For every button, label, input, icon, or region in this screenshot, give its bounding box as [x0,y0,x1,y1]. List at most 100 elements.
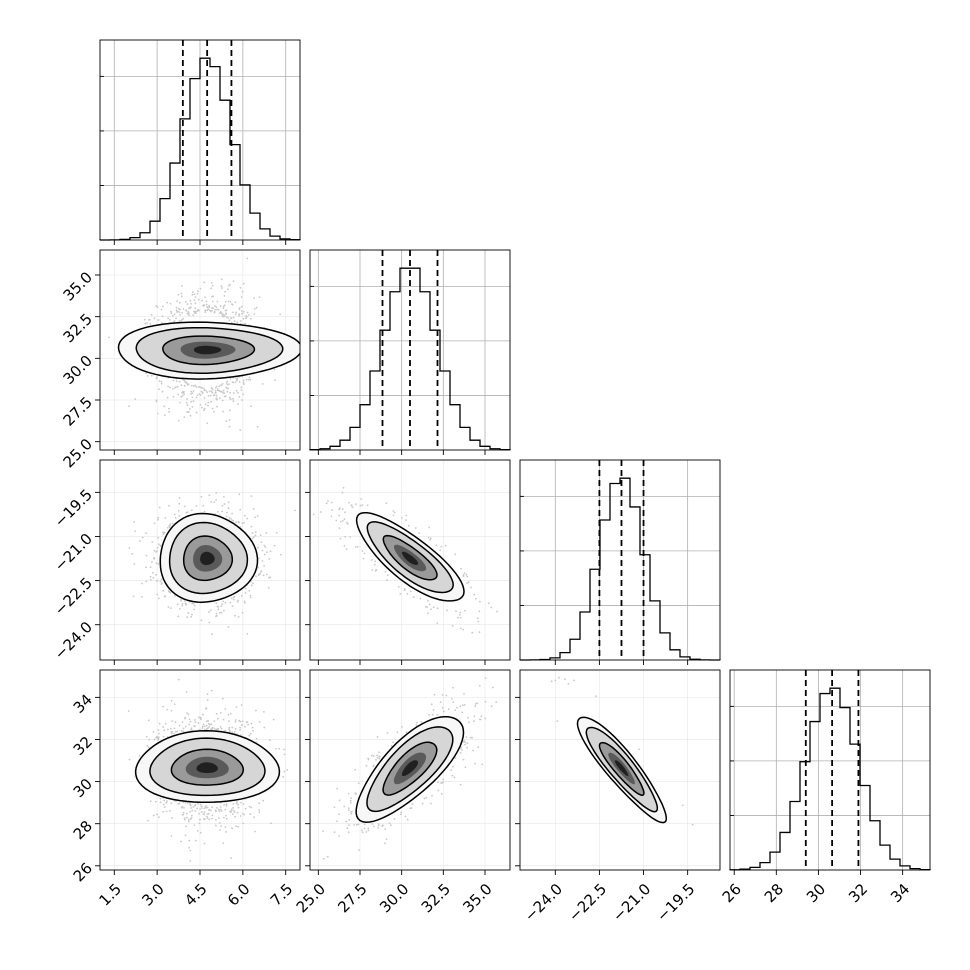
scatter-point [169,810,172,812]
scatter-point [222,842,225,844]
y-tick-label: 30.0 [60,352,96,388]
scatter-point [193,293,196,296]
scatter-point [371,754,373,757]
scatter-point [219,611,221,614]
scatter-point [343,545,346,547]
scatter-point [219,806,222,808]
scatter-point [218,385,221,388]
scatter-point [229,811,232,814]
scatter-point [201,727,204,729]
scatter-point [186,303,189,305]
scatter-point [186,398,188,400]
scatter-point [225,313,228,315]
scatter-point [405,514,408,517]
scatter-point [432,708,435,711]
scatter-point [354,546,357,548]
x-tick-label: 32.5 [418,880,454,916]
contour-line-1 [585,726,659,813]
scatter-point [251,532,254,534]
scatter-point [204,296,207,298]
scatter-point [474,705,477,708]
scatter-point [349,536,352,538]
scatter-point [206,806,209,809]
scatter-point [336,787,339,790]
scatter-point [246,517,249,520]
scatter-point [207,308,210,310]
scatter-point [194,452,196,454]
scatter-point [258,721,261,723]
scatter-point [221,383,224,385]
scatter-point [201,299,204,302]
scatter-point [209,310,212,313]
scatter-point [235,825,238,828]
scatter-point [190,727,193,730]
scatter-point [202,713,204,716]
scatter-point [244,322,247,325]
scatter-point [205,303,208,306]
y-tick-label: 35.0 [60,268,96,304]
scatter-point [199,808,202,810]
scatter-point [208,808,211,811]
scatter-point [196,807,199,810]
scatter-point [250,584,253,587]
scatter-point [222,718,225,721]
scatter-point [194,803,197,806]
scatter-point [183,817,186,819]
scatter-point [262,574,265,577]
scatter-point [436,713,439,716]
scatter-point [153,557,156,560]
scatter-point [166,527,169,529]
contour-line-0 [162,335,256,366]
scatter-point [177,419,180,422]
contour-line-1 [168,521,249,595]
scatter-point [205,806,207,809]
scatter-point [186,411,189,413]
scatter-point [255,709,257,712]
scatter-point [163,799,166,802]
scatter-point [238,493,241,496]
scatter-point [149,322,152,325]
scatter-point [567,682,570,685]
scatter-point [228,319,231,322]
scatter-point [228,396,231,399]
scatter-point [191,392,194,394]
scatter-point [427,600,429,602]
scatter-point [190,616,193,618]
scatter-point [176,385,179,388]
scatter-point [183,505,186,508]
scatter-point [181,604,184,607]
scatter-point [189,299,192,302]
scatter-point [257,546,259,549]
scatter-point [190,728,192,731]
scatter-point [198,393,201,396]
scatter-point [238,308,241,311]
scatter-point [286,769,289,771]
histogram-frame-1 [309,249,511,451]
scatter-point [172,388,174,390]
scatter-point [193,604,196,607]
scatter-point [188,839,191,842]
scatter-point [240,704,243,706]
scatter-point [216,300,219,303]
scatter-point [198,716,200,719]
scatter-point [162,803,165,806]
scatter-point [451,774,454,777]
scatter-point [235,521,238,524]
x-tick-label: −24.0 [521,880,566,925]
scatter-point [350,812,353,815]
scatter-point [344,535,347,538]
scatter-point [459,611,462,614]
scatter-point [169,524,172,526]
scatter-point [178,497,181,499]
scatter-point [172,379,175,382]
scatter-point [386,574,389,577]
scatter-point [192,390,195,392]
scatter-point [283,770,286,773]
scatter-point [159,544,162,547]
scatter-point [331,501,333,504]
scatter-point [236,601,239,603]
scatter-point [423,797,426,800]
scatter-point [215,807,218,809]
scatter-point [460,746,463,749]
scatter-point [229,283,231,286]
